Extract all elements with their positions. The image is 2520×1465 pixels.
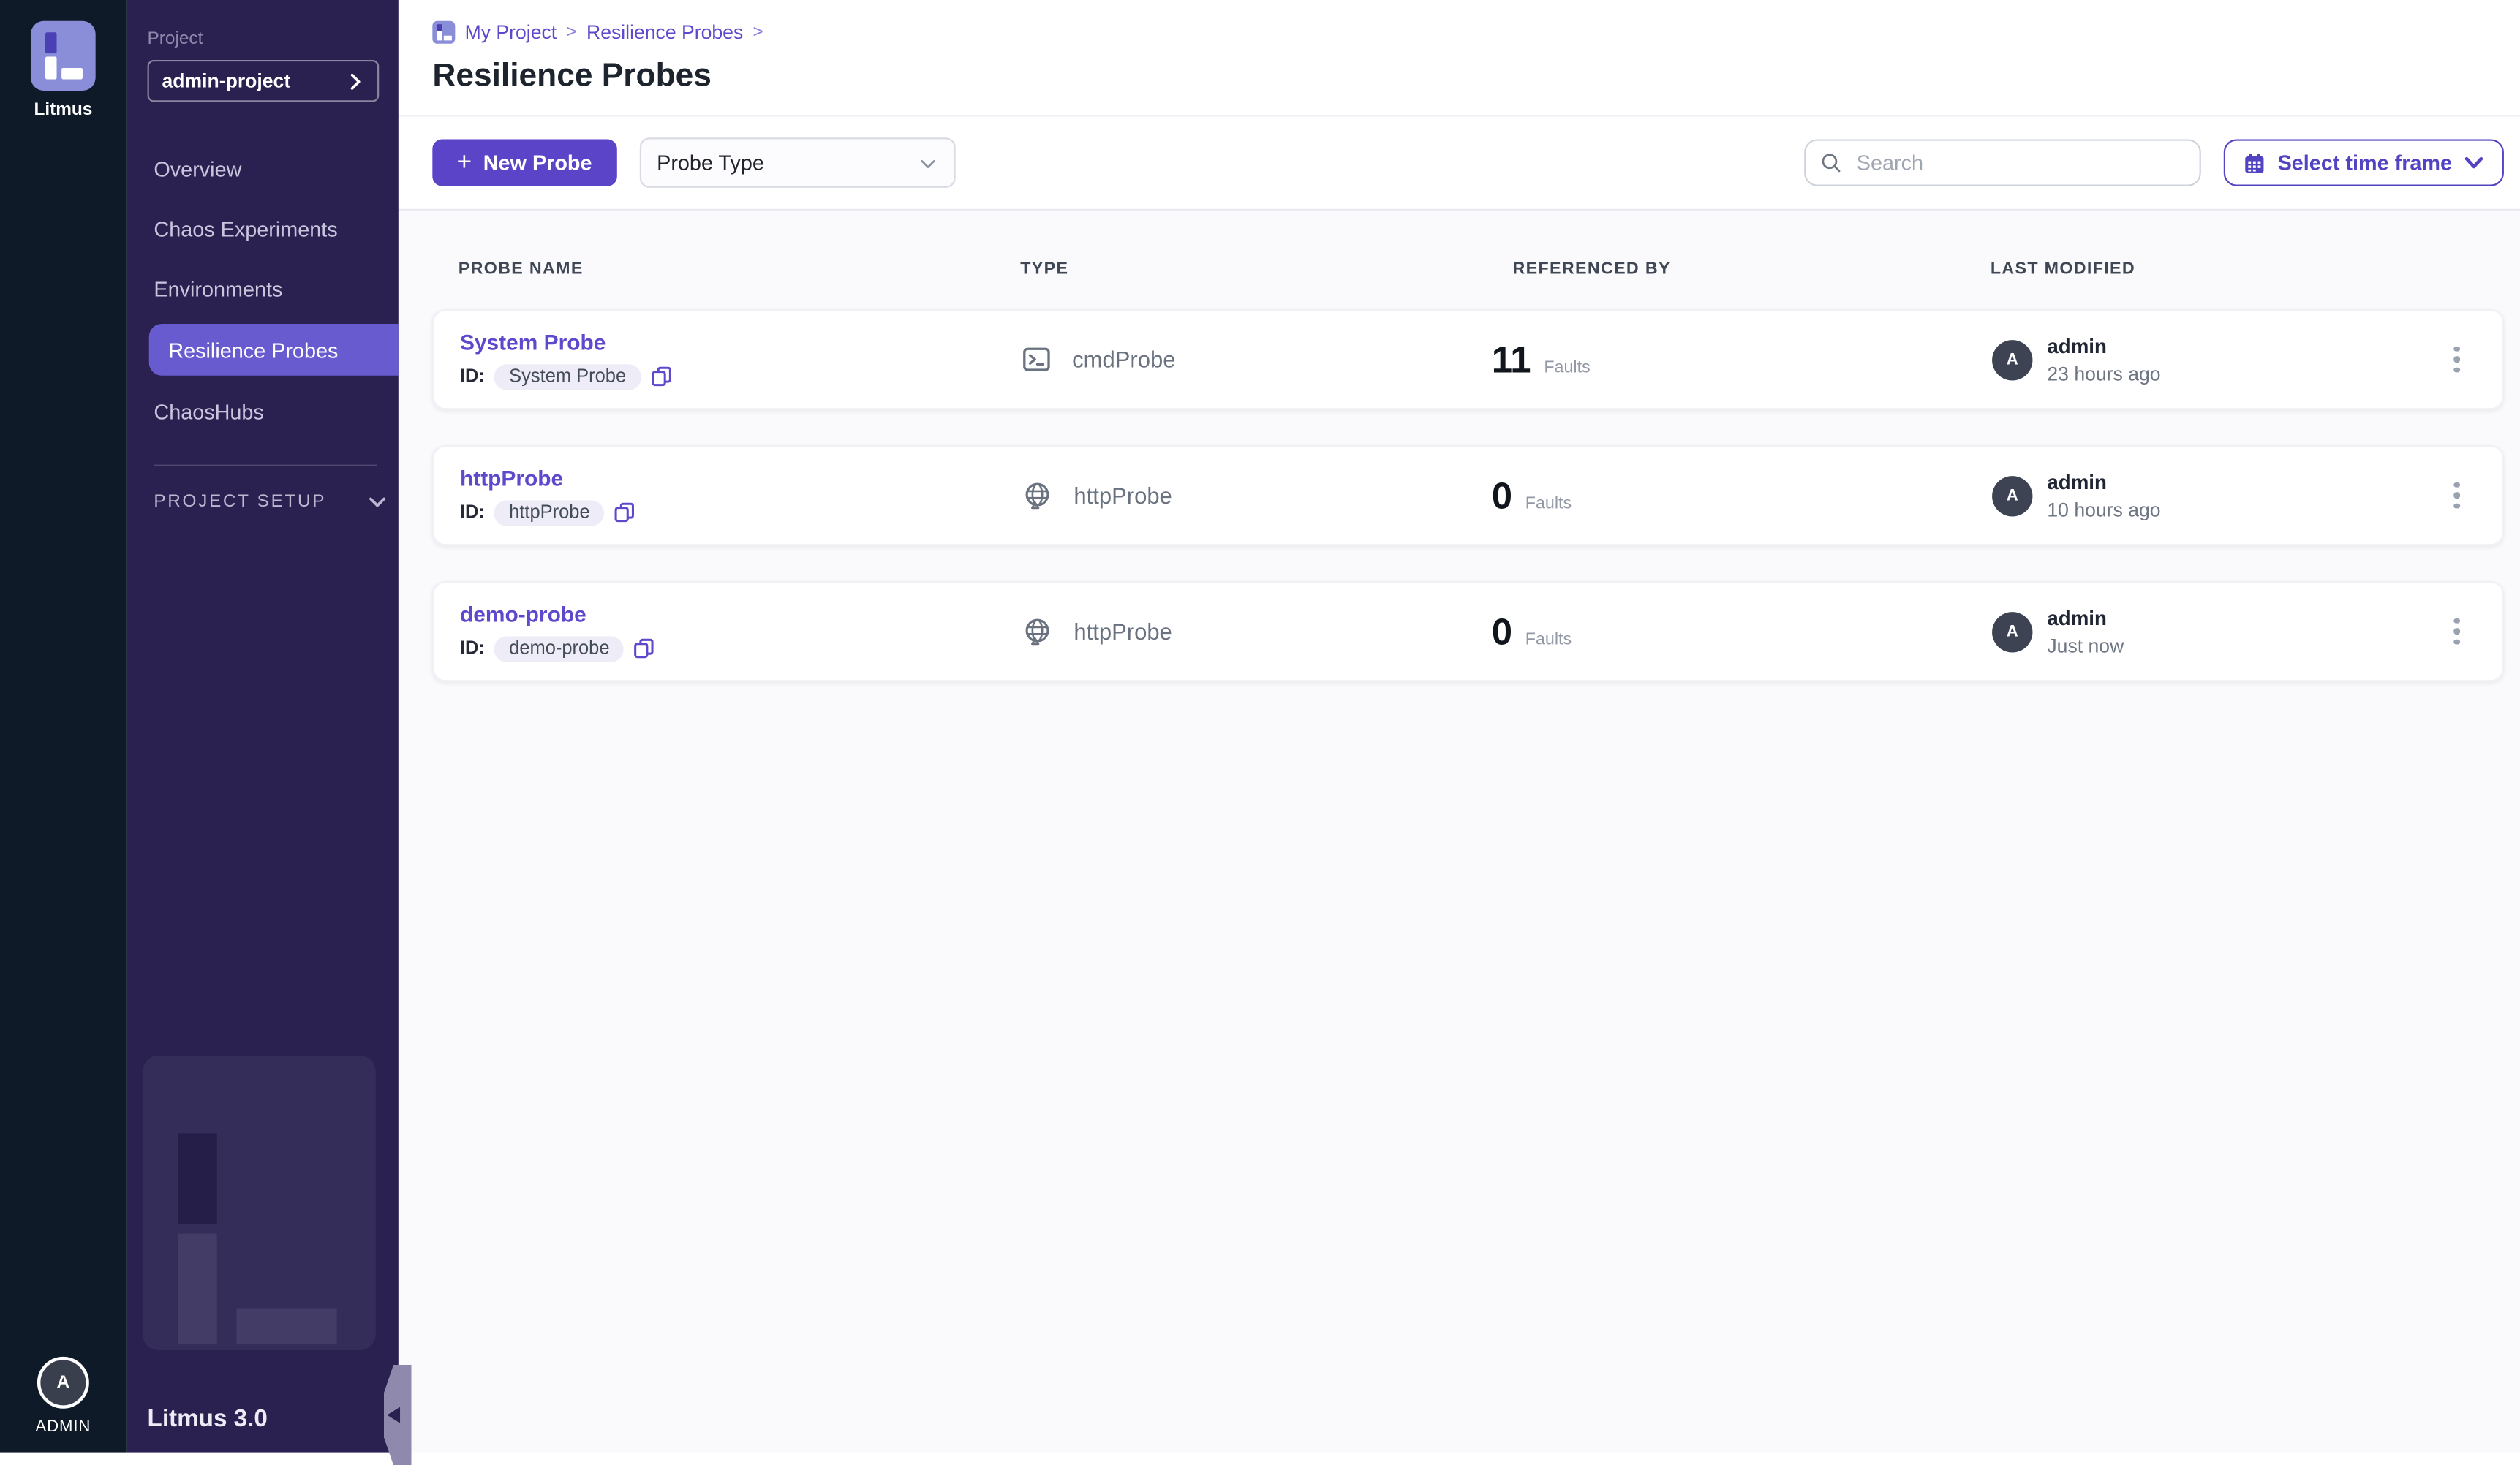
kebab-menu-icon xyxy=(2453,346,2460,373)
probe-id-value: System Probe xyxy=(494,363,641,390)
project-setup-toggle[interactable]: PROJECT SETUP xyxy=(154,492,398,512)
plus-icon: + xyxy=(456,148,472,176)
sidebar-nav: Overview Chaos Experiments Environments … xyxy=(127,144,399,436)
probe-name-link[interactable]: httpProbe xyxy=(459,465,564,490)
terminal-icon xyxy=(1023,347,1050,371)
new-probe-label: New Probe xyxy=(483,150,592,175)
modified-by-user: admin xyxy=(2047,334,2107,357)
table-header-row: PROBE NAME TYPE REFERENCED BY LAST MODIF… xyxy=(432,259,2504,279)
referenced-count: 0 xyxy=(1491,609,1513,652)
referenced-unit: Faults xyxy=(1544,357,1591,376)
breadcrumb-my-project[interactable]: My Project xyxy=(464,20,557,44)
chevron-down-icon xyxy=(920,159,935,167)
sidebar-item-chaoshubs[interactable]: ChaosHubs xyxy=(154,398,264,424)
sidebar-item-overview[interactable]: Overview xyxy=(154,156,242,181)
probes-list: PROBE NAME TYPE REFERENCED BY LAST MODIF… xyxy=(398,210,2520,1453)
breadcrumb-logo-icon xyxy=(432,20,456,44)
toolbar: + New Probe Probe Type Select time frame xyxy=(398,116,2520,211)
sidebar: Project admin-project Overview Chaos Exp… xyxy=(126,0,412,1465)
referenced-count: 11 xyxy=(1491,337,1531,380)
col-header-probe-name: PROBE NAME xyxy=(458,259,584,279)
chevron-down-icon xyxy=(2464,156,2483,169)
breadcrumb: My Project > Resilience Probes > xyxy=(432,20,2520,44)
probe-id-value: httpProbe xyxy=(494,499,605,526)
user-avatar[interactable]: A xyxy=(37,1356,89,1409)
sidebar-item-environments[interactable]: Environments xyxy=(154,276,283,300)
table-row[interactable]: demo-probe ID: demo-probe httpProbe 0 Fa… xyxy=(432,581,2504,682)
avatar: A xyxy=(1992,475,2033,516)
copy-icon[interactable] xyxy=(634,638,655,659)
sidebar-item-resilience-probes[interactable]: Resilience Probes xyxy=(148,323,399,376)
breadcrumb-separator: > xyxy=(752,23,763,42)
kebab-menu-icon xyxy=(2453,618,2460,646)
sidebar-item-chaos-experiments[interactable]: Chaos Experiments xyxy=(154,216,338,241)
chevron-down-icon xyxy=(370,497,387,507)
probe-type-value: httpProbe xyxy=(1074,482,1172,509)
modified-time: Just now xyxy=(2047,634,2124,657)
avatar: A xyxy=(1992,338,2033,380)
id-label: ID: xyxy=(459,502,485,523)
admin-label: ADMIN xyxy=(35,1418,91,1436)
row-menu-button[interactable] xyxy=(2412,482,2502,509)
project-label: Project xyxy=(147,29,203,49)
globe-icon xyxy=(1025,482,1049,509)
probe-type-label: Probe Type xyxy=(657,150,764,175)
id-label: ID: xyxy=(459,638,485,659)
globe-icon xyxy=(1025,618,1049,645)
referenced-unit: Faults xyxy=(1525,493,1572,512)
select-time-frame-button[interactable]: Select time frame xyxy=(2224,139,2504,186)
breadcrumb-resilience-probes[interactable]: Resilience Probes xyxy=(586,20,744,44)
referenced-unit: Faults xyxy=(1525,629,1572,648)
page-title: Resilience Probes xyxy=(432,58,712,94)
kebab-menu-icon xyxy=(2453,482,2460,509)
modified-time: 10 hours ago xyxy=(2047,498,2161,521)
main-area: My Project > Resilience Probes > Resilie… xyxy=(398,0,2520,1453)
row-menu-button[interactable] xyxy=(2412,618,2502,646)
new-probe-button[interactable]: + New Probe xyxy=(432,139,616,186)
probe-id-value: demo-probe xyxy=(494,635,625,662)
chevron-right-icon xyxy=(350,72,361,89)
page-header: My Project > Resilience Probes > Resilie… xyxy=(398,0,2520,117)
breadcrumb-separator: > xyxy=(566,23,577,42)
col-header-referenced-by: REFERENCED BY xyxy=(1512,259,1671,279)
litmus-logo-icon[interactable] xyxy=(31,20,96,91)
litmus-watermark xyxy=(142,1055,376,1351)
probe-type-dropdown[interactable]: Probe Type xyxy=(638,137,955,188)
version-label: Litmus 3.0 xyxy=(147,1405,268,1434)
avatar: A xyxy=(1992,611,2033,652)
search-box xyxy=(1804,139,2202,186)
table-row[interactable]: System Probe ID: System Probe cmdProbe 1… xyxy=(432,309,2504,410)
modified-by-user: admin xyxy=(2047,606,2107,629)
search-icon xyxy=(1822,154,1841,173)
probe-name-link[interactable]: demo-probe xyxy=(459,601,586,626)
sidebar-collapse-handle[interactable] xyxy=(383,1364,412,1465)
modified-by-user: admin xyxy=(2047,470,2107,493)
search-input[interactable] xyxy=(1853,148,2186,177)
copy-icon[interactable] xyxy=(650,366,671,387)
logo-label: Litmus xyxy=(34,100,93,120)
time-frame-label: Select time frame xyxy=(2277,150,2453,175)
collapse-arrow-icon xyxy=(387,1407,401,1423)
probe-name-link[interactable]: System Probe xyxy=(459,329,606,354)
id-label: ID: xyxy=(459,366,485,387)
probe-type-value: httpProbe xyxy=(1074,618,1172,645)
col-header-last-modified: LAST MODIFIED xyxy=(1990,259,2136,279)
project-selector[interactable]: admin-project xyxy=(147,59,380,102)
left-rail: Litmus A ADMIN xyxy=(0,0,127,1453)
referenced-count: 0 xyxy=(1491,473,1513,516)
table-row[interactable]: httpProbe ID: httpProbe httpProbe 0 Faul… xyxy=(432,445,2504,546)
project-setup-label: PROJECT SETUP xyxy=(154,492,327,512)
probe-type-value: cmdProbe xyxy=(1072,346,1176,373)
modified-time: 23 hours ago xyxy=(2047,361,2161,385)
sidebar-divider xyxy=(154,464,378,466)
project-selector-value: admin-project xyxy=(162,69,291,93)
col-header-type: TYPE xyxy=(1020,259,1069,279)
row-menu-button[interactable] xyxy=(2412,346,2502,373)
copy-icon[interactable] xyxy=(614,502,635,523)
calendar-icon xyxy=(2245,153,2265,173)
